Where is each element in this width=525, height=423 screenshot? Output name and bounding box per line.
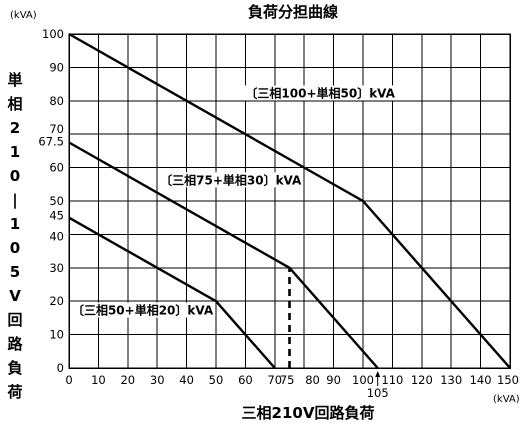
x-tick-label: 0 [65, 373, 72, 387]
y-tick-label: 67.5 [38, 135, 64, 149]
arrow-up-icon [375, 371, 381, 377]
y-tick-label: 10 [49, 328, 64, 342]
y-tick-label: 20 [49, 294, 64, 308]
y-tick-label: 30 [49, 261, 64, 275]
x-tick-label: 80 [305, 373, 320, 387]
y-tick-label: 70 [49, 122, 64, 136]
x-tick-label: 110 [381, 373, 403, 387]
series-labels: 〔三相100+単相50〕kVA 〔三相75+単相30〕kVA 〔三相50+単相20〕… [70, 85, 397, 318]
series-label-background [70, 302, 215, 318]
series-label-background [244, 85, 397, 101]
annotations: 105 [367, 371, 389, 400]
x-tick-label: 10 [91, 373, 106, 387]
x-tick-label: 90 [326, 373, 341, 387]
annotation-label: 105 [367, 386, 389, 400]
y-tick-label: 0 [57, 361, 64, 375]
x-tick-label: 75 [280, 373, 295, 387]
x-tick-label: 20 [120, 373, 135, 387]
x-tick-label: 120 [411, 373, 433, 387]
y-tick-label: 90 [49, 60, 64, 74]
series-label-2: 〔三相75+単相30〕kVA [160, 172, 302, 187]
x-tick-label: 60 [238, 373, 253, 387]
y-tick-label: 45 [49, 209, 64, 223]
series-line-3 [68, 216, 276, 369]
x-tick-label: 40 [179, 373, 194, 387]
x-tick-label: 150 [497, 373, 519, 387]
y-tick-label: 40 [49, 229, 64, 243]
x-tick-label: 50 [209, 373, 224, 387]
x-tick-label: 100 [352, 373, 374, 387]
x-tick-label: 70 [267, 373, 282, 387]
plot-frame [68, 33, 511, 369]
series-line-1 [68, 32, 511, 369]
y-axis-unit: (kVA) [10, 10, 37, 21]
y-tick-label: 80 [49, 94, 64, 108]
x-axis-label: 三相210V回路負荷 [242, 404, 375, 422]
y-tick-label: 50 [49, 194, 64, 208]
x-tick-label: 30 [150, 373, 165, 387]
y-axis-label: 単相 2 1 0 | 1 0 5 V 回路負荷 [7, 71, 23, 401]
x-tick-label: 130 [440, 373, 462, 387]
series-curves [68, 32, 511, 369]
series-label-background [159, 172, 304, 188]
y-tick-label: 60 [49, 161, 64, 175]
x-tick-label: 140 [470, 373, 492, 387]
x-axis-unit: (kVA) [493, 394, 520, 405]
series-line-2 [68, 141, 379, 369]
series-label-3: 〔三相50+単相20〕kVA [72, 303, 214, 318]
series-label-1: 〔三相100+単相50〕kVA [245, 85, 395, 100]
chart-title: 負荷分担曲線 [248, 3, 338, 21]
y-tick-label: 100 [42, 27, 64, 41]
